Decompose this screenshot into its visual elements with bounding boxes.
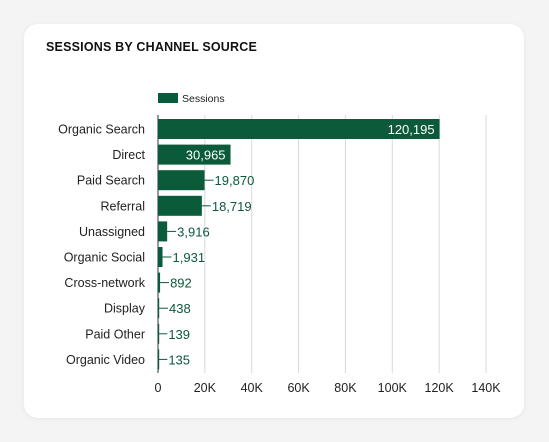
x-tick-label: 140K bbox=[471, 381, 501, 395]
bar bbox=[158, 221, 168, 242]
legend-label: Sessions bbox=[182, 93, 225, 105]
chart-card: SESSIONS BY CHANNEL SOURCE bbox=[24, 24, 524, 418]
data-label: 19,870 bbox=[215, 173, 255, 188]
bar bbox=[158, 119, 440, 139]
x-tick-label: 100K bbox=[378, 381, 408, 395]
category-label: Organic Search bbox=[58, 123, 145, 137]
chart-title: SESSIONS BY CHANNEL SOURCE bbox=[46, 40, 258, 54]
data-label: 135 bbox=[168, 352, 190, 367]
category-label: Organic Video bbox=[66, 353, 145, 367]
data-label: 1,931 bbox=[173, 250, 206, 265]
bar bbox=[158, 247, 163, 267]
data-label: 892 bbox=[170, 276, 192, 291]
bar bbox=[158, 170, 205, 191]
data-label: 139 bbox=[168, 327, 190, 342]
x-tick-label: 0 bbox=[155, 381, 162, 395]
data-label: 120,195 bbox=[388, 122, 435, 137]
bar bbox=[158, 272, 161, 293]
category-label: Display bbox=[104, 302, 146, 316]
x-tick-label: 20K bbox=[194, 381, 217, 395]
x-tick-label: 60K bbox=[287, 381, 310, 395]
data-label: 18,719 bbox=[212, 199, 252, 214]
bar bbox=[158, 144, 231, 165]
x-tick-label: 40K bbox=[241, 381, 264, 395]
category-label: Direct bbox=[112, 148, 145, 162]
bar bbox=[158, 195, 202, 216]
category-label: Referral bbox=[101, 199, 145, 213]
category-label: Cross-network bbox=[64, 276, 145, 290]
category-label: Paid Search bbox=[77, 174, 145, 188]
legend-swatch bbox=[158, 93, 178, 103]
data-label: 3,916 bbox=[177, 224, 210, 239]
category-label: Unassigned bbox=[79, 225, 145, 239]
category-label: Organic Social bbox=[64, 251, 145, 265]
category-label: Paid Other bbox=[85, 327, 145, 341]
x-tick-label: 80K bbox=[334, 381, 357, 395]
data-label: 30,965 bbox=[186, 148, 226, 163]
bar bbox=[158, 298, 160, 319]
data-label: 438 bbox=[169, 301, 191, 316]
x-tick-label: 120K bbox=[425, 381, 455, 395]
